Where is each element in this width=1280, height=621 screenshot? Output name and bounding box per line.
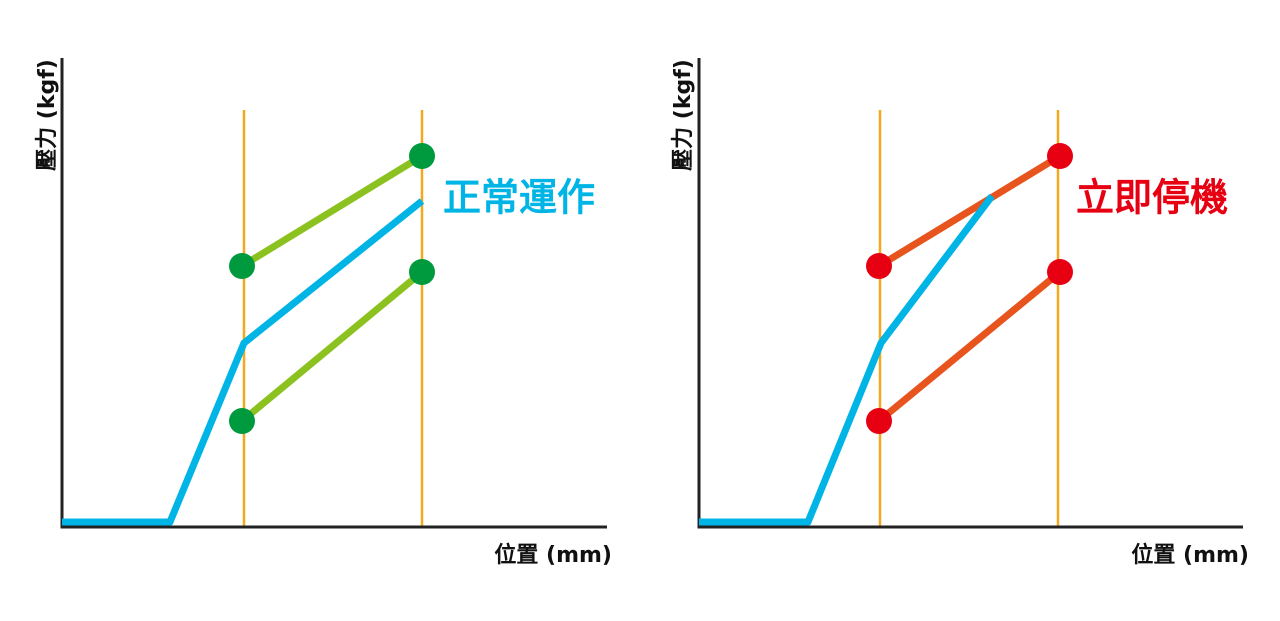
upper-limit bbox=[240, 153, 424, 269]
limit-point bbox=[409, 259, 435, 285]
panel-stop: 壓力 (kgf) 位置 (mm) 立即停機 bbox=[671, 58, 1249, 568]
axes bbox=[60, 58, 607, 529]
status-annotation: 立即停機 bbox=[1076, 176, 1228, 220]
y-axis-label: 壓力 (kgf) bbox=[35, 59, 60, 171]
limit-point bbox=[1047, 259, 1073, 285]
status-annotation: 正常運作 bbox=[443, 176, 595, 220]
y-axis-label: 壓力 (kgf) bbox=[671, 59, 696, 171]
limit-point bbox=[409, 143, 435, 169]
pressure-curve bbox=[699, 193, 995, 526]
limit-point bbox=[229, 253, 255, 279]
panel-normal: 壓力 (kgf) 位置 (mm) 正常運作 bbox=[35, 58, 612, 568]
limit-point bbox=[1047, 143, 1073, 169]
upper-limit bbox=[877, 153, 1062, 269]
limit-point bbox=[866, 408, 892, 434]
lower-limit bbox=[239, 269, 425, 424]
axes bbox=[697, 58, 1243, 529]
x-axis-label: 位置 (mm) bbox=[494, 542, 612, 568]
limit-point bbox=[229, 408, 255, 434]
pressure-curve bbox=[62, 198, 425, 526]
lower-limit bbox=[876, 269, 1063, 424]
x-axis-label: 位置 (mm) bbox=[1131, 542, 1249, 568]
limit-point bbox=[866, 253, 892, 279]
